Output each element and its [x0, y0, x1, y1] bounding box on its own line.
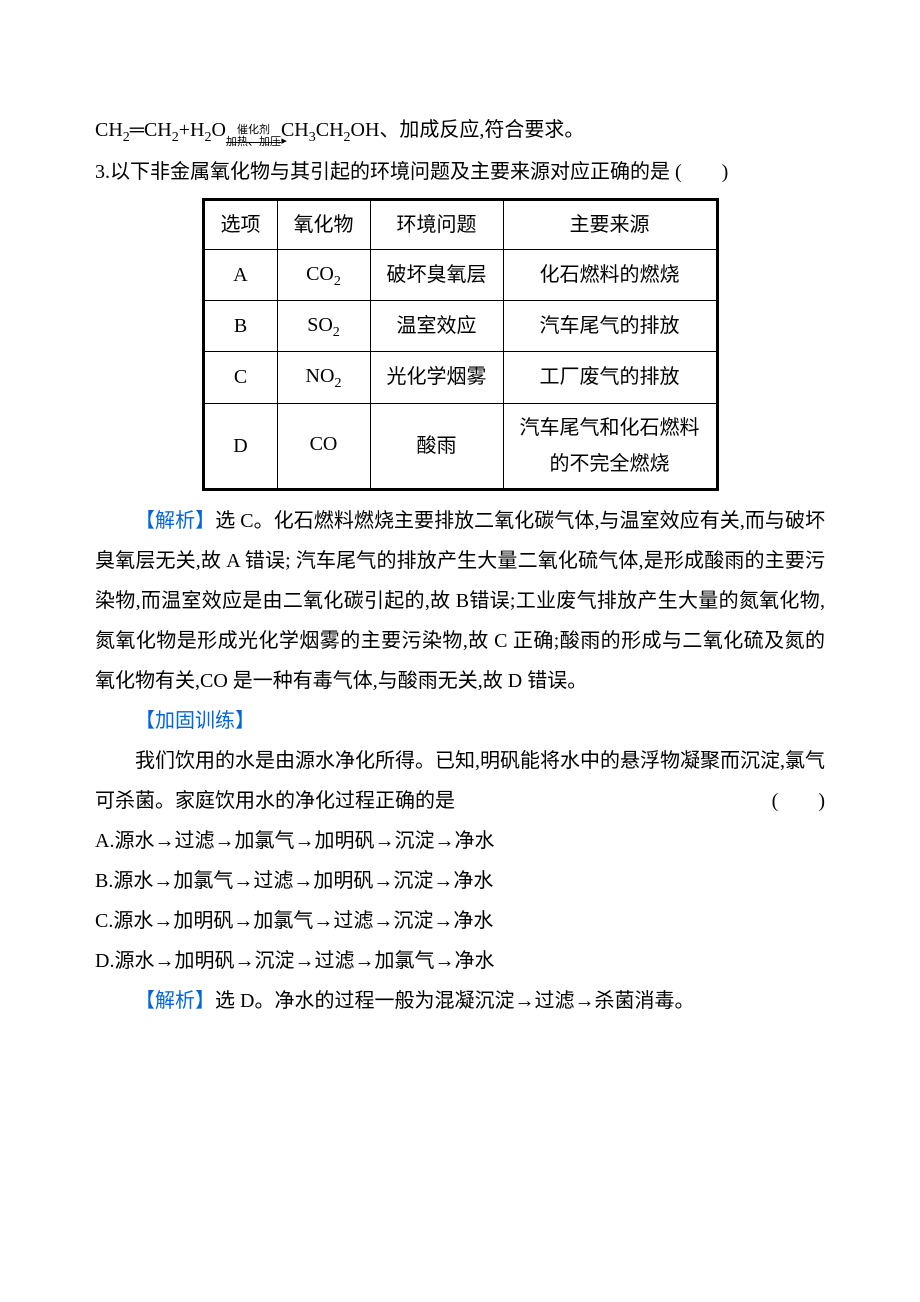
analysis-label: 【解析】 — [135, 990, 215, 1012]
extra-analysis: 【解析】选 D。净水的过程一般为混凝沉淀→过滤→杀菌消毒。 — [95, 981, 825, 1021]
table-cell: NO2 — [277, 352, 370, 403]
arrow-condition-top: 催化剂 — [226, 124, 281, 136]
extra-options: A.源水→过滤→加氯气→加明矾→沉淀→净水 B.源水→加氯气→过滤→加明矾→沉淀… — [95, 821, 825, 981]
chem-sub: 2 — [123, 130, 130, 145]
equation-tail: 、加成反应,符合要求。 — [379, 119, 584, 141]
q3-analysis: 【解析】选 C。化石燃料燃烧主要排放二氧化碳气体,与温室效应有关,而与破坏臭氧层… — [95, 501, 825, 701]
table-cell: 化石燃料的燃烧 — [503, 250, 717, 301]
extra-stem: 我们饮用的水是由源水净化所得。已知,明矾能将水中的悬浮物凝聚而沉淀,氯气可杀菌。… — [95, 741, 825, 821]
chem-sub: 2 — [172, 130, 179, 145]
table-header: 氧化物 — [277, 200, 370, 250]
table-cell: C — [203, 352, 277, 403]
q3-table: 选项 氧化物 环境问题 主要来源 A CO2 破坏臭氧层 化石燃料的燃烧 B S… — [202, 198, 719, 491]
option-d: D.源水→加明矾→沉淀→过滤→加氯气→净水 — [95, 941, 825, 981]
extra-paren: ( ) — [732, 781, 825, 821]
extra-label: 【加固训练】 — [95, 701, 825, 741]
chem-sub: 3 — [309, 130, 316, 145]
table-cell: B — [203, 301, 277, 352]
chem-text: CH — [95, 119, 123, 141]
analysis-label: 【解析】 — [135, 510, 215, 532]
extra-stem-text: 我们饮用的水是由源水净化所得。已知,明矾能将水中的悬浮物凝聚而沉淀,氯气可杀菌。… — [95, 750, 825, 812]
chem-text: CH — [144, 119, 172, 141]
table-row: C NO2 光化学烟雾 工厂废气的排放 — [203, 352, 717, 403]
table-cell: 汽车尾气的排放 — [503, 301, 717, 352]
table-row: D CO 酸雨 汽车尾气和化石燃料 的不完全燃烧 — [203, 403, 717, 489]
table-cell: 温室效应 — [370, 301, 503, 352]
extra-label-text: 【加固训练】 — [135, 710, 255, 732]
chem-sub: 2 — [205, 130, 212, 145]
table-cell: 酸雨 — [370, 403, 503, 489]
reaction-arrow: 催化剂 加热、加压 ▸ — [226, 124, 281, 148]
table-cell: SO2 — [277, 301, 370, 352]
chem-text: CH — [316, 119, 344, 141]
table-row: A CO2 破坏臭氧层 化石燃料的燃烧 — [203, 250, 717, 301]
table-cell: 汽车尾气和化石燃料 的不完全燃烧 — [503, 403, 717, 489]
analysis-text: 选 D。净水的过程一般为混凝沉淀→过滤→杀菌消毒。 — [215, 990, 694, 1012]
chem-sub: 2 — [344, 130, 351, 145]
arrow-condition-bottom: 加热、加压 ▸ — [226, 136, 281, 148]
table-cell: CO — [277, 403, 370, 489]
option-a: A.源水→过滤→加氯气→加明矾→沉淀→净水 — [95, 821, 825, 861]
table-header: 选项 — [203, 200, 277, 250]
table-cell: 破坏臭氧层 — [370, 250, 503, 301]
chem-text: +H — [179, 119, 205, 141]
table-row: B SO2 温室效应 汽车尾气的排放 — [203, 301, 717, 352]
q3-stem: 3.以下非金属氧化物与其引起的环境问题及主要来源对应正确的是 ( ) — [95, 152, 825, 192]
table-header: 主要来源 — [503, 200, 717, 250]
table-header: 环境问题 — [370, 200, 503, 250]
chem-text: O — [212, 119, 226, 141]
equation-lhs: CH2═CH2+H2O — [95, 110, 226, 152]
table-header-row: 选项 氧化物 环境问题 主要来源 — [203, 200, 717, 250]
equation-line: CH2═CH2+H2O 催化剂 加热、加压 ▸ CH3CH2OH、加成反应,符合… — [95, 110, 825, 152]
table-cell: 光化学烟雾 — [370, 352, 503, 403]
analysis-text: 选 C。化石燃料燃烧主要排放二氧化碳气体,与温室效应有关,而与破坏臭氧层无关,故… — [95, 510, 825, 692]
double-bond: ═ — [130, 119, 144, 141]
equation-rhs: CH3CH2OH、加成反应,符合要求。 — [281, 110, 584, 152]
option-b: B.源水→加氯气→过滤→加明矾→沉淀→净水 — [95, 861, 825, 901]
table-cell: CO2 — [277, 250, 370, 301]
option-c: C.源水→加明矾→加氯气→过滤→沉淀→净水 — [95, 901, 825, 941]
document-page: CH2═CH2+H2O 催化剂 加热、加压 ▸ CH3CH2OH、加成反应,符合… — [0, 0, 920, 1302]
table-cell: A — [203, 250, 277, 301]
table-cell: D — [203, 403, 277, 489]
table-cell: 工厂废气的排放 — [503, 352, 717, 403]
chem-text: OH — [351, 119, 380, 141]
